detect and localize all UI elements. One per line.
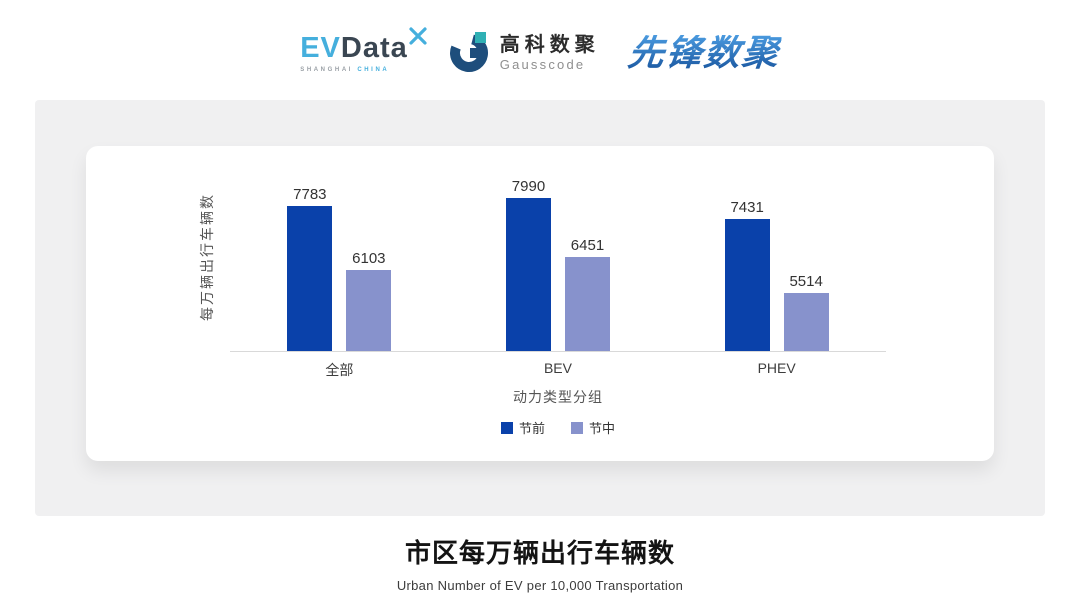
evdata-ev-text: EV: [300, 31, 341, 64]
evdata-logo: EV Data SHANGHAI CHINA: [300, 26, 427, 73]
evdata-subtitle: SHANGHAI CHINA: [300, 67, 408, 73]
y-axis-label: 每万辆出行车辆数: [199, 193, 215, 321]
evdata-data-text: Data: [340, 31, 408, 64]
legend-swatch-icon: [571, 421, 583, 434]
legend-item: 节中: [571, 418, 615, 437]
bar-value-label: 6103: [352, 250, 386, 267]
bar-column: 5514: [783, 273, 829, 351]
pioneer-data-logo: 先锋数聚: [620, 32, 782, 73]
y-axis-label-wrap: 每万辆出行车辆数: [182, 162, 232, 352]
evdata-wordmark: EV Data: [300, 31, 408, 64]
evdata-sub-right: CHINA: [357, 66, 390, 73]
bar: [724, 219, 770, 351]
gausscode-logo: 高科数聚 Gausscode: [448, 29, 600, 78]
logo-header: EV Data SHANGHAI CHINA 高科数聚 Gausscode 先锋数…: [0, 22, 1080, 84]
caption-block: 市区每万辆出行车辆数 Urban Number of EV per 10,000…: [0, 533, 1080, 593]
bar-group: 7783 6103: [287, 186, 392, 351]
bar-column: 6451: [564, 237, 610, 351]
legend: 节前 节中: [230, 418, 886, 437]
bar-value-label: 7783: [293, 186, 327, 203]
chart-panel: 每万辆出行车辆数 7783 6103 7990 6451 7431 5514 全部 BEV P…: [35, 100, 1045, 516]
evdata-x-icon: [408, 26, 428, 51]
bar-column: 7431: [724, 199, 770, 351]
bar-value-label: 6451: [570, 237, 605, 254]
gausscode-cn-text: 高科数聚: [499, 33, 600, 56]
bar: [287, 206, 333, 351]
bar-column: 6103: [346, 250, 392, 351]
bar-value-label: 7431: [730, 199, 764, 216]
category-label: 全部: [325, 362, 354, 378]
chart-card: 每万辆出行车辆数 7783 6103 7990 6451 7431 5514 全部 BEV P…: [86, 146, 994, 461]
bar-column: 7990: [505, 178, 551, 351]
chart-subtitle: Urban Number of EV per 10,000 Transporta…: [396, 578, 684, 593]
legend-label: 节前: [518, 421, 545, 436]
chart-title: 市区每万辆出行车辆数: [404, 538, 675, 568]
bar: [505, 198, 551, 351]
category-label: PHEV: [757, 360, 796, 376]
plot-area: 7783 6103 7990 6451 7431 5514: [230, 162, 886, 352]
gausscode-wordmark: 高科数聚 Gausscode: [499, 33, 600, 72]
bar: [783, 293, 829, 351]
bar: [346, 270, 392, 351]
legend-item: 节前: [500, 418, 545, 437]
gausscode-g-icon: [448, 29, 492, 78]
bar: [564, 257, 610, 351]
x-axis-label: 动力类型分组: [513, 389, 603, 405]
bar-column: 7783: [287, 186, 333, 351]
legend-label: 节中: [589, 421, 616, 436]
legend-swatch-icon: [500, 421, 513, 434]
bar-group: 7990 6451: [505, 178, 610, 351]
gausscode-en-text: Gausscode: [499, 56, 586, 72]
category-axis: 全部 BEV PHEV: [230, 360, 886, 380]
bar-group: 7431 5514: [724, 199, 829, 351]
category-label: BEV: [543, 360, 572, 376]
evdata-sub-left: SHANGHAI: [300, 66, 354, 73]
bar-value-label: 5514: [789, 273, 823, 290]
bar-value-label: 7990: [511, 178, 546, 195]
